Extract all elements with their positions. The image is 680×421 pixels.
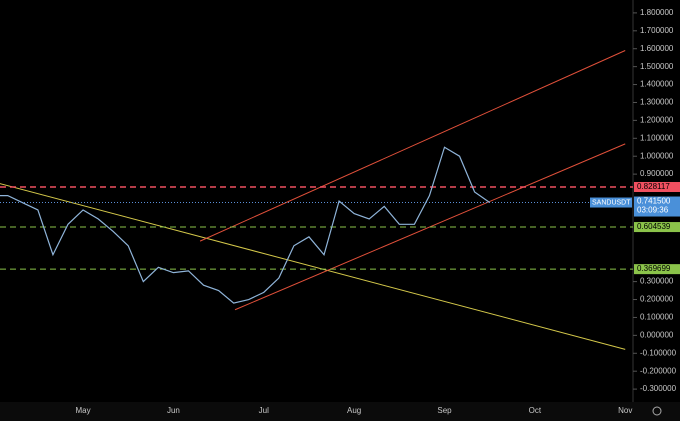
x-tick-label: Sep (437, 406, 452, 415)
y-tick-label: 1.000000 (640, 151, 674, 160)
countdown-label: 03:09:36 (637, 206, 669, 215)
x-tick-label: Jul (259, 406, 269, 415)
y-tick-label: 0.200000 (640, 295, 674, 304)
x-tick-label: May (75, 406, 90, 415)
y-tick-label: -0.300000 (640, 384, 677, 393)
trendline (0, 183, 626, 350)
settings-icon[interactable] (652, 406, 662, 416)
y-tick-label: 1.700000 (640, 26, 674, 35)
y-tick-label: 1.100000 (640, 133, 674, 142)
y-tick-label: 1.200000 (640, 115, 674, 124)
y-tick-label: -0.200000 (640, 366, 677, 375)
x-tick-label: Aug (347, 406, 361, 415)
y-tick-label: 0.000000 (640, 330, 674, 339)
y-tick-label: 1.500000 (640, 62, 674, 71)
last-price-box (634, 196, 680, 217)
y-tick-label: 1.800000 (640, 8, 674, 17)
level-label: 0.828117 (637, 182, 670, 191)
y-tick-label: 1.400000 (640, 80, 674, 89)
last-price-label: 0.741500 (637, 197, 671, 206)
y-tick-label: 0.100000 (640, 313, 674, 322)
level-box (634, 222, 680, 233)
y-tick-label: 0.300000 (640, 277, 674, 286)
x-tick-label: Nov (618, 406, 632, 415)
y-tick-label: -0.100000 (640, 348, 677, 357)
price-line (0, 146, 491, 304)
symbol-label: SANDUSDT (592, 199, 631, 206)
x-tick-label: Jun (167, 406, 180, 415)
level-box (634, 264, 680, 275)
y-tick-label: 1.300000 (640, 98, 674, 107)
y-tick-label: 1.600000 (640, 44, 674, 53)
y-tick-label: 0.900000 (640, 169, 674, 178)
time-axis (0, 402, 680, 421)
trendline (199, 50, 626, 242)
level-label: 0.604539 (637, 222, 671, 231)
level-label: 0.369699 (637, 264, 671, 273)
level-box (634, 182, 680, 193)
x-tick-label: Oct (529, 406, 542, 415)
symbol-box (590, 197, 632, 208)
